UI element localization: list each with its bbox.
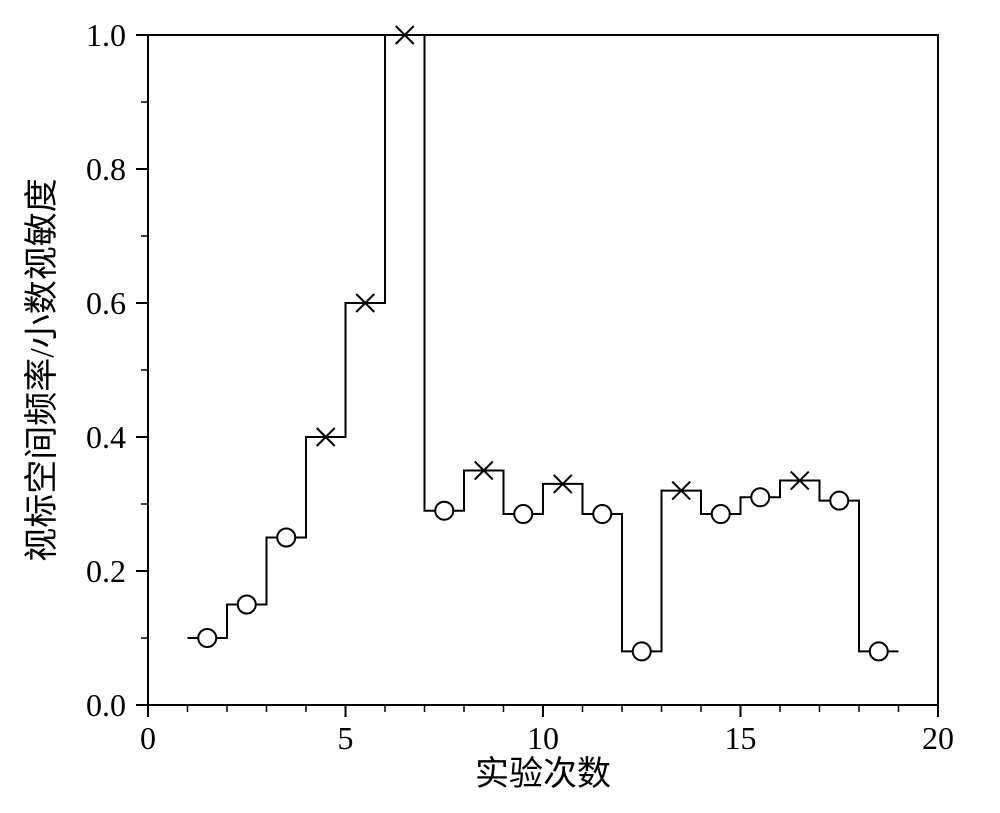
ytick-label: 0.4 (86, 419, 126, 455)
chart-container: 0 5 10 15 20 0.0 0.2 0.4 0.6 0.8 1.0 实验次数 视标空间频率/小数视… (0, 0, 1000, 813)
xtick-label: 0 (140, 720, 156, 756)
marker-circle (712, 505, 730, 523)
step-line (188, 35, 899, 651)
marker-circle (198, 629, 216, 647)
marker-circle (277, 529, 295, 547)
xtick-label: 15 (725, 720, 757, 756)
x-axis-label: 实验次数 (475, 755, 611, 793)
ytick-label: 0.8 (86, 151, 126, 187)
ytick-label: 1.0 (86, 17, 126, 53)
xtick-label: 10 (527, 720, 559, 756)
marker-circle (593, 505, 611, 523)
marker-circle (633, 642, 651, 660)
marker-circle (870, 642, 888, 660)
xtick-label: 5 (338, 720, 354, 756)
xtick-label: 20 (922, 720, 954, 756)
marker-circle (238, 596, 256, 614)
marker-circle (751, 488, 769, 506)
ytick-label: 0.2 (86, 553, 126, 589)
y-axis-label: 视标空间频率/小数视敏度 (23, 178, 61, 561)
ytick-label: 0.6 (86, 285, 126, 321)
marker-circle (435, 502, 453, 520)
step-chart: 0 5 10 15 20 0.0 0.2 0.4 0.6 0.8 1.0 实验次数 视标空间频率/小数视… (0, 0, 1000, 813)
marker-circle (514, 505, 532, 523)
marker-circle (830, 492, 848, 510)
ytick-label: 0.0 (86, 687, 126, 723)
